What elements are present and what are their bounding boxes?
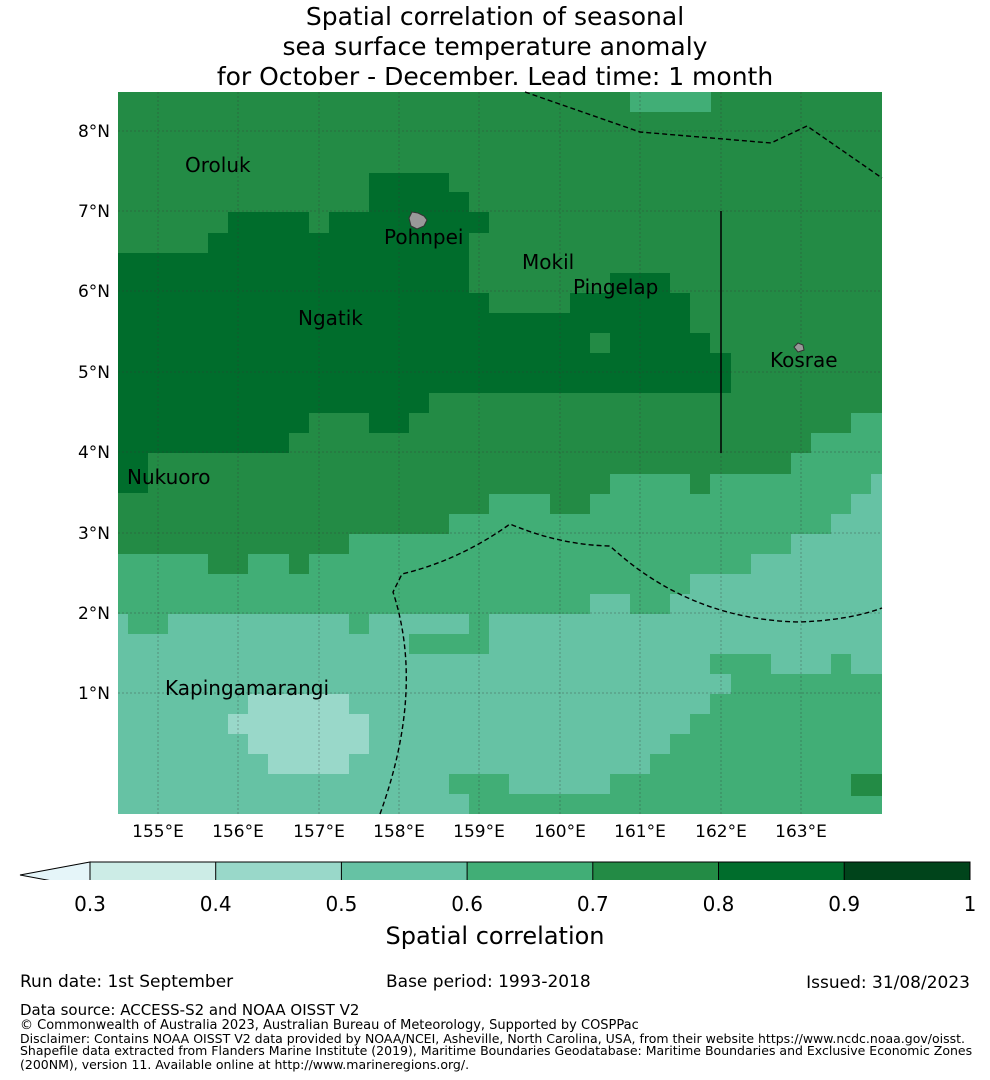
colorbar-tick: 0.5 xyxy=(325,892,358,916)
lon-label: 163°E xyxy=(775,822,827,842)
label-mokil: Mokil xyxy=(522,250,574,274)
run-date: Run date: 1st September xyxy=(20,972,234,992)
lon-label: 160°E xyxy=(534,822,586,842)
colorbar-tick: 0.6 xyxy=(451,892,483,916)
lat-label: 5°N xyxy=(78,363,110,383)
region-0.8-0.9 xyxy=(118,173,731,493)
colorbar-segment xyxy=(592,862,719,880)
eez-boundaries xyxy=(379,91,883,815)
place-labels: Oroluk Pohnpei Mokil Pingelap Ngatik Kos… xyxy=(127,153,838,700)
lat-label: 7°N xyxy=(78,202,110,222)
map-colored-regions xyxy=(118,92,882,814)
lat-label: 6°N xyxy=(78,282,110,302)
lat-label: 4°N xyxy=(78,443,110,463)
colorbar-segment xyxy=(90,862,216,880)
colorbar-segment xyxy=(718,862,845,880)
colorbar-tick: 1 xyxy=(963,892,977,916)
latitude-labels: 8°N 7°N 6°N 5°N 4°N 3°N 2°N 1°N xyxy=(78,122,110,704)
title-line-3: for October - December. Lead time: 1 mon… xyxy=(216,62,774,91)
colorbar-tick: 0.3 xyxy=(74,892,106,916)
label-nukuoro: Nukuoro xyxy=(127,465,211,489)
title-line-2: sea surface temperature anomaly xyxy=(282,32,708,61)
colorbar-title: Spatial correlation xyxy=(385,922,605,950)
eez-boundary-north xyxy=(524,91,883,179)
disclaimer-line-1: Disclaimer: Contains NOAA OISST V2 data … xyxy=(20,1031,965,1046)
disclaimer-line-3: (200NM), version 11. Available online at… xyxy=(20,1057,470,1072)
issued-date: Issued: 31/08/2023 xyxy=(806,973,970,993)
region-se-cell xyxy=(851,774,882,796)
label-kapingamarangi: Kapingamarangi xyxy=(165,676,329,700)
data-source: Data source: ACCESS-S2 and NOAA OISST V2 xyxy=(20,1001,360,1019)
map-gridlines xyxy=(118,92,882,814)
label-oroluk: Oroluk xyxy=(185,153,251,177)
lon-label: 157°E xyxy=(293,822,345,842)
colorbar-tick: 0.8 xyxy=(702,892,735,916)
colorbar xyxy=(19,861,971,880)
region-hole-0.7-0.8 xyxy=(590,333,610,353)
eez-boundary-south xyxy=(379,523,883,815)
label-ngatik: Ngatik xyxy=(298,306,363,330)
lat-label: 2°N xyxy=(78,604,110,624)
lon-label: 155°E xyxy=(132,822,184,842)
region-pohnpei-core xyxy=(409,173,449,193)
label-kosrae: Kosrae xyxy=(770,348,838,372)
colorbar-extend-arrow xyxy=(19,861,91,880)
lat-label: 3°N xyxy=(78,524,110,544)
chart-title: Spatial correlation of seasonal sea surf… xyxy=(0,2,990,92)
label-pingelap: Pingelap xyxy=(573,275,658,299)
lat-label: 8°N xyxy=(78,122,110,142)
region-top-0.6-0.7 xyxy=(630,92,711,112)
disclaimer-line-2: Shapefile data extracted from Flanders M… xyxy=(20,1043,973,1058)
colorbar-segment xyxy=(215,862,342,880)
longitude-labels: 155°E 156°E 157°E 158°E 159°E 160°E 161°… xyxy=(132,822,827,842)
colorbar-tick: 0.7 xyxy=(576,892,609,916)
label-pohnpei: Pohnpei xyxy=(384,225,464,249)
lon-label: 159°E xyxy=(453,822,505,842)
colorbar-segment xyxy=(341,862,468,880)
colorbar-segment xyxy=(844,862,970,880)
region-0.4-0.5 xyxy=(228,694,369,774)
lon-label: 158°E xyxy=(373,822,425,842)
correlation-map: Oroluk Pohnpei Mokil Pingelap Ngatik Kos… xyxy=(19,91,971,880)
colorbar-tick: 0.9 xyxy=(828,892,861,916)
lon-label: 156°E xyxy=(212,822,264,842)
lon-label: 162°E xyxy=(695,822,747,842)
title-line-1: Spatial correlation of seasonal xyxy=(305,2,685,31)
kosrae-island-shape xyxy=(793,342,805,353)
lon-label: 161°E xyxy=(614,822,666,842)
pohnpei-island-shape xyxy=(408,211,428,230)
colorbar-segment xyxy=(467,862,593,880)
islands xyxy=(408,211,805,353)
colorbar-outline xyxy=(89,861,971,880)
colorbar-tick: 0.4 xyxy=(199,892,232,916)
copyright: © Commonwealth of Australia 2023, Austra… xyxy=(20,1018,639,1033)
lat-label: 1°N xyxy=(78,684,110,704)
base-period: Base period: 1993-2018 xyxy=(386,972,591,992)
